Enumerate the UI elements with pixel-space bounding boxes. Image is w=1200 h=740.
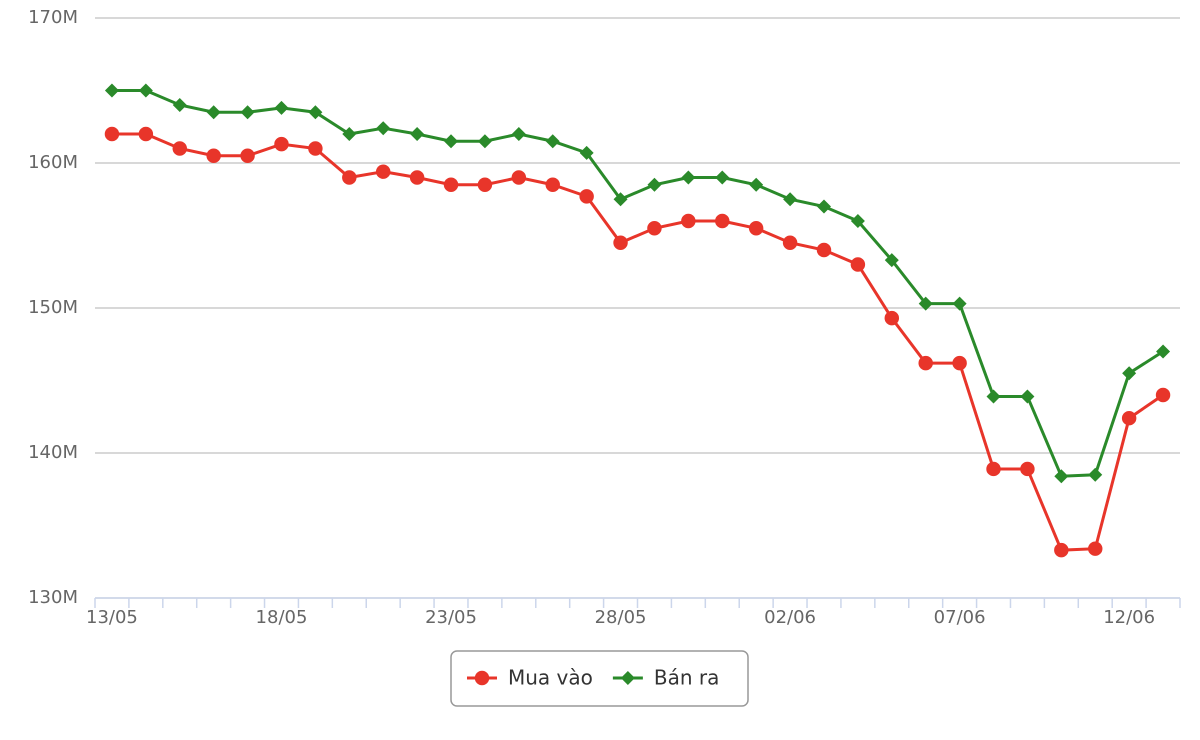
marker [1054,469,1069,484]
y-tick-label: 130M [28,587,78,608]
series-line [111,132,1164,552]
marker [613,192,628,207]
marker [477,134,492,149]
marker [308,141,323,156]
marker [783,192,798,207]
marker [816,199,831,214]
legend-label: Bán ra [654,666,720,690]
marker [579,145,594,160]
marker [681,213,696,229]
marker [545,134,560,149]
marker [274,100,289,115]
marker [1156,344,1171,359]
x-tick-label: 18/05 [256,607,308,628]
marker [749,177,764,192]
marker [240,148,255,163]
marker [409,170,425,185]
marker [681,170,696,185]
marker [1122,366,1137,381]
y-tick-label: 150M [28,297,78,318]
marker [1088,541,1103,556]
y-tick-label: 160M [28,152,78,173]
marker [613,235,628,250]
marker [986,461,1001,477]
marker [474,670,490,686]
marker [172,98,187,112]
marker [918,355,933,371]
marker [342,127,357,141]
legend-label: Mua vào [508,666,593,690]
marker [477,177,493,192]
marker [172,141,187,156]
marker [104,126,120,142]
marker [884,310,900,326]
marker [884,253,899,268]
marker [918,296,933,311]
marker [206,105,221,120]
y-tick-label: 140M [28,442,78,463]
marker [952,355,967,371]
marker [511,127,526,141]
marker [647,177,662,192]
y-tick-label: 170M [28,7,78,28]
marker [986,389,1001,404]
x-tick-label: 23/05 [425,607,477,628]
marker [715,213,730,229]
marker [1155,387,1171,403]
marker [443,177,459,192]
marker [444,134,459,149]
marker [308,105,323,120]
x-tick-label: 02/06 [764,607,816,628]
marker [1020,461,1035,477]
x-tick-label: 28/05 [595,607,647,628]
marker [782,235,798,250]
marker [1121,410,1137,426]
marker [1020,389,1035,404]
marker [579,189,594,204]
marker [511,170,527,185]
marker [138,126,154,142]
marker [850,257,866,272]
marker [240,105,255,120]
marker [342,170,357,185]
marker [1054,542,1069,558]
marker [1088,467,1103,482]
marker [104,83,119,98]
marker [375,164,391,179]
marker [748,221,764,236]
marker [647,221,662,236]
marker [274,136,289,152]
marker [850,214,865,228]
x-tick-label: 12/06 [1103,607,1155,628]
x-tick-label: 07/06 [934,607,986,628]
marker [715,170,730,185]
marker [138,83,153,98]
marker [545,177,560,192]
marker [376,121,391,136]
marker [952,296,967,311]
marker [620,671,635,685]
marker [206,148,221,163]
marker [816,242,832,258]
x-tick-label: 13/05 [86,607,138,628]
marker [410,127,425,141]
legend-box [450,650,749,707]
